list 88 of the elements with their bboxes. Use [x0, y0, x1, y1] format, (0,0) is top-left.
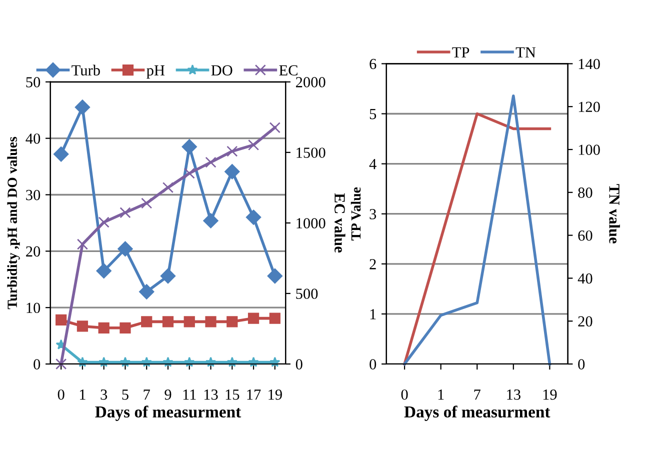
x-axis-title: Days of measurment: [95, 406, 242, 421]
point: [76, 320, 88, 332]
x-tick-label: 19: [268, 389, 282, 400]
point: [184, 168, 195, 179]
point: [224, 164, 240, 180]
point: [267, 268, 282, 284]
legend-label: Turb: [72, 64, 100, 76]
point: [162, 316, 174, 328]
y-tick-label: 10: [26, 302, 40, 314]
point: [74, 100, 90, 115]
y2-tick-label: 80: [578, 188, 592, 198]
y-tick-label: 40: [26, 133, 40, 144]
point: [120, 322, 131, 334]
x-tick-label: 9: [164, 389, 172, 400]
point: [76, 238, 88, 250]
point: [118, 241, 133, 256]
x-tick-label: 13: [507, 389, 520, 400]
point: [141, 316, 152, 328]
x-tick-label: 3: [100, 389, 108, 400]
y2-tick-label: 1500: [296, 148, 326, 158]
y2-tick-label: 500: [296, 288, 318, 299]
point: [269, 312, 280, 324]
point: [248, 139, 260, 151]
point: [203, 213, 218, 228]
y-tick-label: 4: [369, 159, 376, 170]
y2-tick-label: 120: [578, 102, 600, 112]
x-tick-label: 0: [401, 389, 408, 400]
y-tick-label: 2: [370, 259, 376, 270]
x-tick-label: 1: [80, 390, 86, 400]
y-tick-label: 50: [26, 77, 40, 88]
x-tick-label: 11: [183, 390, 196, 400]
legend-label: DO: [211, 65, 232, 76]
legend-label: TP: [452, 47, 470, 58]
x-tick-label: 7: [474, 390, 480, 400]
point: [182, 139, 197, 154]
y-axis-title: TP Value: [350, 187, 361, 240]
x-tick-label: 1: [438, 390, 444, 400]
y2-tick-label: 20: [578, 316, 592, 327]
y-tick-label: 30: [26, 190, 40, 200]
y2-tick-label: 100: [578, 144, 600, 155]
y-axis-title: Turbidity ,pH and DO values: [7, 136, 20, 310]
y-tick-label: 0: [370, 359, 376, 370]
point: [205, 316, 216, 328]
y2-tick-label: 140: [578, 58, 600, 70]
point: [98, 216, 110, 228]
point: [205, 156, 216, 168]
y2-tick-label: 0: [296, 359, 302, 370]
point: [54, 146, 69, 162]
x-tick-label: 19: [543, 389, 557, 400]
y-tick-label: 5: [370, 109, 376, 120]
point: [56, 314, 67, 326]
legend-label: TN: [516, 47, 536, 58]
y2-axis-title: EC value: [334, 193, 346, 252]
y2-tick-label: 2000: [296, 77, 326, 88]
point: [226, 316, 238, 328]
y2-tick-label: 1000: [296, 218, 326, 228]
x-axis-title: Days of measurment: [404, 406, 550, 421]
y-tick-label: 1: [370, 309, 376, 320]
point: [141, 198, 152, 209]
y-tick-label: 20: [26, 246, 40, 257]
point: [226, 146, 238, 157]
y-tick-label: 3: [370, 209, 376, 220]
y-tick-label: 0: [34, 359, 40, 370]
point: [139, 284, 154, 300]
y2-axis-title: TN value: [609, 184, 620, 244]
legend-label: EC: [279, 65, 298, 76]
point: [98, 322, 110, 334]
point: [269, 122, 280, 134]
point: [248, 312, 260, 324]
point: [160, 268, 176, 284]
x-tick-label: 7: [144, 390, 150, 400]
point: [96, 263, 112, 278]
point: [120, 207, 131, 218]
x-tick-label: 0: [58, 389, 64, 400]
y-tick-label: 6: [370, 58, 376, 70]
y2-tick-label: 0: [578, 359, 585, 370]
legend-label: pH: [146, 65, 165, 79]
x-tick-label: 5: [122, 390, 128, 400]
x-tick-label: 13: [204, 389, 218, 400]
point: [162, 182, 174, 194]
y2-tick-label: 60: [578, 230, 592, 241]
point: [184, 316, 195, 328]
point: [56, 358, 67, 370]
point: [98, 356, 110, 367]
x-tick-label: 17: [247, 390, 261, 400]
y2-tick-label: 40: [578, 273, 592, 284]
x-tick-label: 15: [226, 390, 240, 400]
point: [246, 210, 262, 225]
